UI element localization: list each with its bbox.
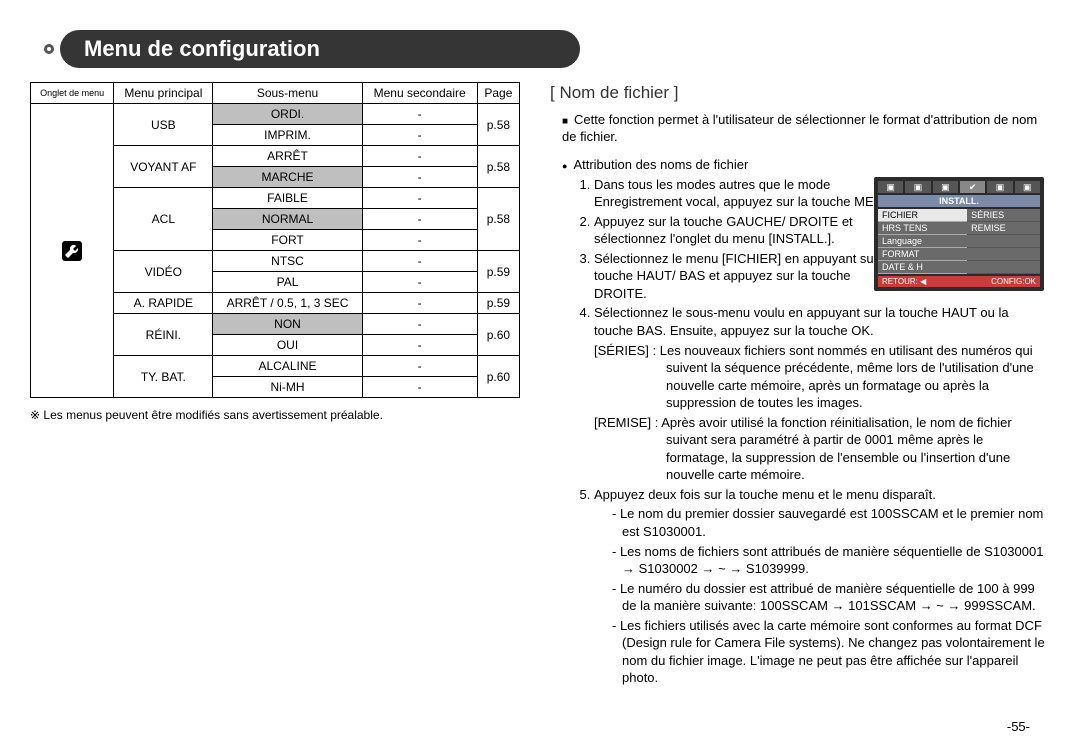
cell-sec: - bbox=[362, 188, 477, 209]
col-principal: Menu principal bbox=[114, 83, 213, 104]
screen-cell-right bbox=[967, 235, 1040, 248]
cell-sec: - bbox=[362, 167, 477, 188]
cell-sub: OUI bbox=[213, 335, 362, 356]
step-4: Sélectionnez le sous-menu voulu en appuy… bbox=[594, 304, 1050, 483]
screen-cell-left: Language bbox=[878, 235, 967, 248]
cell-sub: FORT bbox=[213, 230, 362, 251]
cell-sec: - bbox=[362, 104, 477, 125]
cell-sec: - bbox=[362, 272, 477, 293]
screen-foot-right: CONFIG:OK bbox=[991, 277, 1036, 286]
cell-page: p.58 bbox=[477, 104, 519, 146]
wrench-icon bbox=[31, 104, 114, 398]
camera-screen-mock: ▣ ▣ ▣ ✔ ▣ ▣ INSTALL. FICHIERSÉRIESHRS TE… bbox=[874, 177, 1044, 291]
cell-sub: ALCALINE bbox=[213, 356, 362, 377]
step-1: Dans tous les modes autres que le mode E… bbox=[594, 176, 904, 211]
col-page: Page bbox=[477, 83, 519, 104]
cell-sub: ARRÊT bbox=[213, 146, 362, 167]
screen-row: FICHIERSÉRIES bbox=[878, 209, 1040, 222]
config-menu-table: Onglet de menu Menu principal Sous-menu … bbox=[30, 82, 520, 398]
screen-tab-icon: ▣ bbox=[987, 181, 1012, 193]
cell-sub: ARRÊT / 0.5, 1, 3 SEC bbox=[213, 293, 362, 314]
screen-tab-icon: ▣ bbox=[933, 181, 958, 193]
step-3: Sélectionnez le menu [FICHIER] en appuya… bbox=[594, 250, 904, 303]
screen-tab-icon: ▣ bbox=[878, 181, 903, 193]
col-onglet: Onglet de menu bbox=[31, 83, 114, 104]
cell-sec: - bbox=[362, 230, 477, 251]
cell-page: p.59 bbox=[477, 293, 519, 314]
col-sous: Sous-menu bbox=[213, 83, 362, 104]
cell-sec: - bbox=[362, 146, 477, 167]
cell-main: VOYANT AF bbox=[114, 146, 213, 188]
cell-page: p.60 bbox=[477, 356, 519, 398]
screen-install-bar: INSTALL. bbox=[878, 195, 1040, 207]
note-4: - Les fichiers utilisés avec la carte mé… bbox=[594, 617, 1048, 687]
cell-sec: - bbox=[362, 314, 477, 335]
screen-row: DATE & H bbox=[878, 261, 1040, 274]
screen-cell-left: FICHIER bbox=[878, 209, 967, 222]
note-1: - Le nom du premier dossier sauvegardé e… bbox=[594, 505, 1048, 540]
cell-sec: - bbox=[362, 209, 477, 230]
screen-tab-icon: ▣ bbox=[1015, 181, 1040, 193]
cell-sub: Ni-MH bbox=[213, 377, 362, 398]
table-row: USBORDI.-p.58 bbox=[31, 104, 520, 125]
screen-footer: RETOUR: ◀ CONFIG:OK bbox=[878, 276, 1040, 287]
page-title-wrap: Menu de configuration bbox=[60, 30, 1050, 68]
screen-row: Language bbox=[878, 235, 1040, 248]
cell-main: TY. BAT. bbox=[114, 356, 213, 398]
cell-sub: ORDI. bbox=[213, 104, 362, 125]
cell-main: RÉINI. bbox=[114, 314, 213, 356]
step-2: Appuyez sur la touche GAUCHE/ DROITE et … bbox=[594, 213, 904, 248]
cell-sub: FAIBLE bbox=[213, 188, 362, 209]
note-2: - Les noms de fichiers sont attribués de… bbox=[594, 543, 1048, 578]
cell-sub: NTSC bbox=[213, 251, 362, 272]
cell-main: A. RAPIDE bbox=[114, 293, 213, 314]
screen-cell-left: DATE & H bbox=[878, 261, 967, 274]
cell-page: p.59 bbox=[477, 251, 519, 293]
cell-sub: IMPRIM. bbox=[213, 125, 362, 146]
cell-page: p.60 bbox=[477, 314, 519, 356]
cell-sec: - bbox=[362, 293, 477, 314]
screen-row: HRS TENSREMISE bbox=[878, 222, 1040, 235]
remise-def: [REMISE] : Après avoir utilisé la foncti… bbox=[594, 414, 1048, 484]
subheading: Attribution des noms de fichier bbox=[562, 156, 1050, 174]
screen-cell-left: HRS TENS bbox=[878, 222, 967, 235]
table-footnote: ※ Les menus peuvent être modifiés sans a… bbox=[30, 408, 520, 422]
cell-sub: MARCHE bbox=[213, 167, 362, 188]
screen-foot-left: RETOUR: ◀ bbox=[882, 277, 926, 286]
screen-cell-left: FORMAT bbox=[878, 248, 967, 261]
series-def: [SÉRIES] : Les nouveaux fichiers sont no… bbox=[594, 342, 1048, 412]
screen-tabs: ▣ ▣ ▣ ✔ ▣ ▣ bbox=[878, 181, 1040, 193]
cell-sec: - bbox=[362, 251, 477, 272]
cell-sub: NON bbox=[213, 314, 362, 335]
cell-main: USB bbox=[114, 104, 213, 146]
cell-sub: PAL bbox=[213, 272, 362, 293]
col-secondaire: Menu secondaire bbox=[362, 83, 477, 104]
title-dot-icon bbox=[44, 44, 54, 54]
cell-sec: - bbox=[362, 356, 477, 377]
cell-sub: NORMAL bbox=[213, 209, 362, 230]
cell-main: ACL bbox=[114, 188, 213, 251]
screen-cell-right bbox=[967, 261, 1040, 274]
page-number: -55- bbox=[1007, 719, 1030, 734]
cell-main: VIDÉO bbox=[114, 251, 213, 293]
screen-cell-right: REMISE bbox=[967, 222, 1040, 235]
step-5-lead: Appuyez deux fois sur la touche menu et … bbox=[594, 487, 936, 502]
cell-sec: - bbox=[362, 125, 477, 146]
cell-page: p.58 bbox=[477, 146, 519, 188]
table-header-row: Onglet de menu Menu principal Sous-menu … bbox=[31, 83, 520, 104]
step-4-lead: Sélectionnez le sous-menu voulu en appuy… bbox=[594, 305, 1009, 338]
cell-sec: - bbox=[362, 377, 477, 398]
screen-tab-icon: ▣ bbox=[905, 181, 930, 193]
screen-row: FORMAT bbox=[878, 248, 1040, 261]
intro-text: Cette fonction permet à l'utilisateur de… bbox=[562, 111, 1050, 146]
section-heading: [ Nom de fichier ] bbox=[550, 82, 1050, 105]
screen-cell-right: SÉRIES bbox=[967, 209, 1040, 222]
page-title: Menu de configuration bbox=[60, 30, 580, 68]
note-3: - Le numéro du dossier est attribué de m… bbox=[594, 580, 1048, 615]
step-5: Appuyez deux fois sur la touche menu et … bbox=[594, 486, 1050, 687]
screen-tab-icon: ✔ bbox=[960, 181, 985, 193]
cell-sec: - bbox=[362, 335, 477, 356]
cell-page: p.58 bbox=[477, 188, 519, 251]
screen-cell-right bbox=[967, 248, 1040, 261]
